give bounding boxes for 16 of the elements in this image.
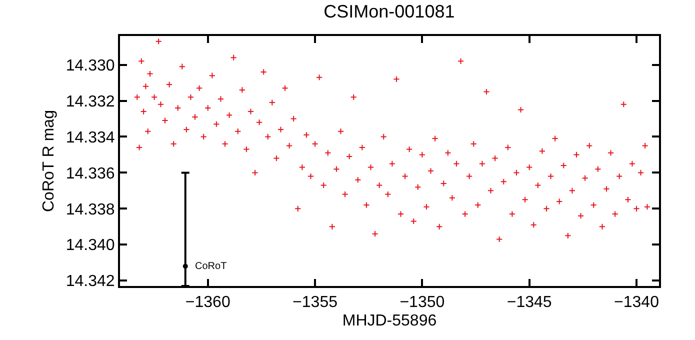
y-tick-label: 14.336: [66, 165, 115, 182]
x-tick-label: −1350: [400, 294, 445, 312]
y-tick-label: 14.332: [66, 93, 115, 110]
y-tick-label: 14.330: [66, 57, 115, 74]
series-label: CoRoT: [195, 261, 227, 272]
chart-title: CSIMon-001081: [324, 2, 455, 22]
y-tick-label: 14.334: [66, 129, 115, 146]
x-tick-label: −1355: [292, 294, 338, 312]
x-tick-label: −1345: [506, 294, 552, 312]
x-tick-label: −1340: [614, 294, 660, 312]
y-axis-title: CoRoT R mag: [40, 110, 58, 212]
x-axis-title: MHJD-55896: [342, 312, 437, 330]
y-tick-label: 14.338: [66, 201, 115, 218]
y-tick-label: 14.342: [66, 273, 115, 290]
y-tick-label: 14.340: [66, 237, 115, 254]
x-tick-label: −1360: [185, 294, 230, 312]
